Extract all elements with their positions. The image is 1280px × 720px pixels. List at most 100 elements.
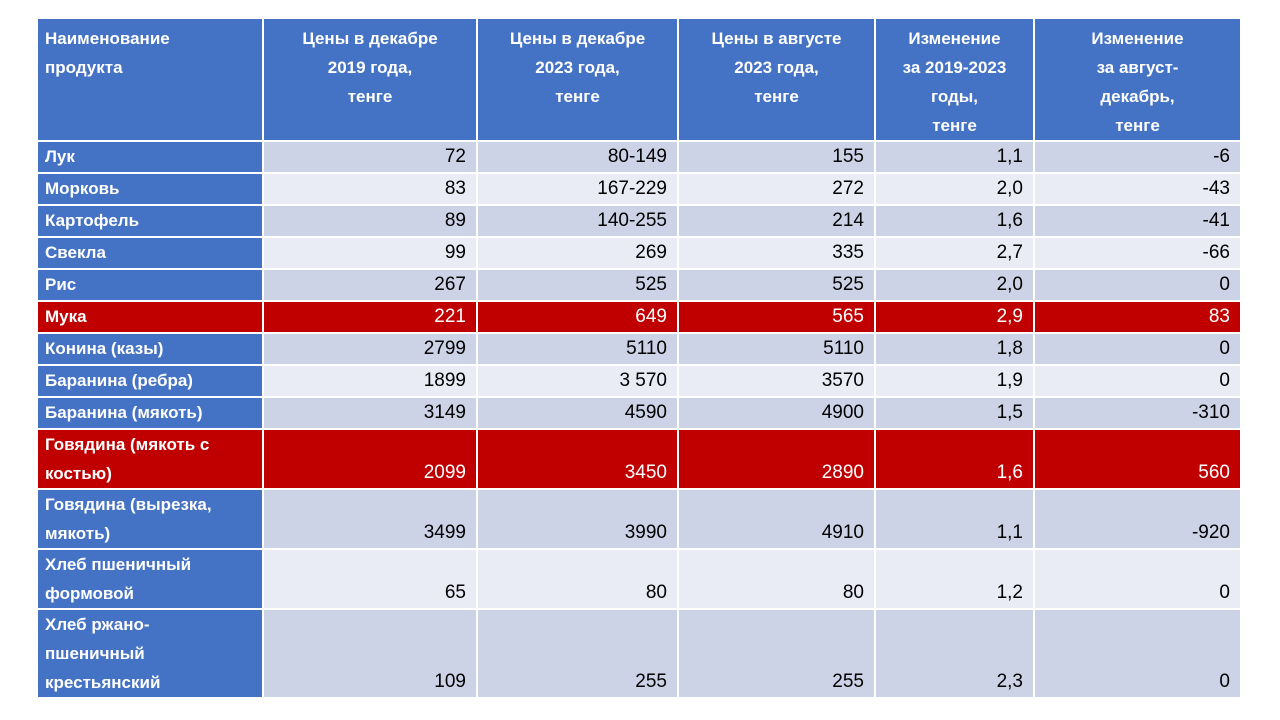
value-cell-aug2023: 255 [677, 608, 876, 699]
table-row: Хлеб пшеничный формовой 65 80 80 1,2 0 [36, 548, 1242, 610]
product-name-cell: Рис [36, 268, 264, 302]
product-name-cell: Говядина (мякоть с костью) [36, 428, 264, 490]
value-cell-dec2023: 525 [476, 268, 679, 302]
value-cell-dec2019: 89 [262, 204, 478, 238]
value-cell-dec2023: 140-255 [476, 204, 679, 238]
value-cell-aug2023: 80 [677, 548, 876, 610]
table-body: Лук 72 80-149 155 1,1 -6 Морковь 83 167-229 272 2,… [36, 140, 1242, 699]
header-cell-dec2019: Цены в декабре 2019 года, тенге [262, 17, 478, 142]
value-cell-aug2023: 2890 [677, 428, 876, 490]
value-cell-chg_aug: -920 [1033, 488, 1242, 550]
table-row: Хлеб ржано-пшеничный крестьянский 109 255 25… [36, 608, 1242, 699]
value-cell-aug2023: 3570 [677, 364, 876, 398]
value-cell-chg_years: 1,6 [874, 428, 1035, 490]
table-row: Лук 72 80-149 155 1,1 -6 [36, 140, 1242, 174]
value-cell-chg_aug: 83 [1033, 300, 1242, 334]
value-cell-chg_years: 1,1 [874, 140, 1035, 174]
value-cell-aug2023: 4910 [677, 488, 876, 550]
value-cell-chg_aug: 0 [1033, 268, 1242, 302]
price-table: Наименование продукта Цены в декабре 2019 г… [36, 17, 1242, 699]
value-cell-chg_years: 1,9 [874, 364, 1035, 398]
table-row: Говядина (вырезка, мякоть) 3499 3990 4910 1,1… [36, 488, 1242, 550]
value-cell-dec2019: 221 [262, 300, 478, 334]
slide: Наименование продукта Цены в декабре 2019 г… [0, 17, 1280, 720]
value-cell-chg_years: 2,7 [874, 236, 1035, 270]
header-row: Наименование продукта Цены в декабре 2019 г… [36, 17, 1242, 142]
value-cell-dec2023: 3 570 [476, 364, 679, 398]
value-cell-chg_aug: -6 [1033, 140, 1242, 174]
table-row: Говядина (мякоть с костью) 2099 3450 2890 1,6… [36, 428, 1242, 490]
value-cell-dec2023: 255 [476, 608, 679, 699]
value-cell-chg_aug: 0 [1033, 332, 1242, 366]
value-cell-dec2019: 2799 [262, 332, 478, 366]
value-cell-aug2023: 272 [677, 172, 876, 206]
product-name-cell: Свекла [36, 236, 264, 270]
value-cell-chg_years: 1,2 [874, 548, 1035, 610]
value-cell-chg_years: 2,0 [874, 268, 1035, 302]
value-cell-chg_years: 2,0 [874, 172, 1035, 206]
product-name-cell: Лук [36, 140, 264, 174]
value-cell-aug2023: 525 [677, 268, 876, 302]
value-cell-dec2023: 167-229 [476, 172, 679, 206]
value-cell-chg_years: 1,6 [874, 204, 1035, 238]
value-cell-chg_years: 2,3 [874, 608, 1035, 699]
product-name-cell: Баранина (мякоть) [36, 396, 264, 430]
value-cell-aug2023: 5110 [677, 332, 876, 366]
value-cell-dec2019: 65 [262, 548, 478, 610]
value-cell-chg_years: 2,9 [874, 300, 1035, 334]
value-cell-chg_aug: 0 [1033, 608, 1242, 699]
product-name-cell: Хлеб ржано-пшеничный крестьянский [36, 608, 264, 699]
header-cell-product: Наименование продукта [36, 17, 264, 142]
value-cell-dec2019: 3499 [262, 488, 478, 550]
value-cell-chg_years: 1,5 [874, 396, 1035, 430]
table-row: Баранина (мякоть) 3149 4590 4900 1,5 -310 [36, 396, 1242, 430]
table-row: Мука 221 649 565 2,9 83 [36, 300, 1242, 334]
product-name-cell: Говядина (вырезка, мякоть) [36, 488, 264, 550]
table-row: Свекла 99 269 335 2,7 -66 [36, 236, 1242, 270]
value-cell-dec2023: 3990 [476, 488, 679, 550]
value-cell-chg_years: 1,1 [874, 488, 1035, 550]
table-row: Картофель 89 140-255 214 1,6 -41 [36, 204, 1242, 238]
header-cell-chg_years: Изменение за 2019-2023 годы, тенге [874, 17, 1035, 142]
value-cell-aug2023: 335 [677, 236, 876, 270]
header-cell-aug2023: Цены в августе 2023 года, тенге [677, 17, 876, 142]
value-cell-chg_aug: -66 [1033, 236, 1242, 270]
value-cell-dec2019: 1899 [262, 364, 478, 398]
value-cell-dec2023: 5110 [476, 332, 679, 366]
header-cell-chg_aug: Изменение за август-декабрь, тенге [1033, 17, 1242, 142]
value-cell-dec2019: 267 [262, 268, 478, 302]
value-cell-chg_years: 1,8 [874, 332, 1035, 366]
value-cell-chg_aug: -310 [1033, 396, 1242, 430]
value-cell-dec2019: 109 [262, 608, 478, 699]
value-cell-dec2019: 2099 [262, 428, 478, 490]
table-header: Наименование продукта Цены в декабре 2019 г… [36, 17, 1242, 142]
product-name-cell: Баранина (ребра) [36, 364, 264, 398]
product-name-cell: Хлеб пшеничный формовой [36, 548, 264, 610]
value-cell-chg_aug: -41 [1033, 204, 1242, 238]
table-row: Конина (казы) 2799 5110 5110 1,8 0 [36, 332, 1242, 366]
value-cell-dec2023: 80 [476, 548, 679, 610]
value-cell-dec2023: 3450 [476, 428, 679, 490]
table-row: Морковь 83 167-229 272 2,0 -43 [36, 172, 1242, 206]
value-cell-aug2023: 4900 [677, 396, 876, 430]
value-cell-chg_aug: 0 [1033, 548, 1242, 610]
header-cell-dec2023: Цены в декабре 2023 года, тенге [476, 17, 679, 142]
value-cell-dec2019: 3149 [262, 396, 478, 430]
value-cell-dec2019: 99 [262, 236, 478, 270]
product-name-cell: Картофель [36, 204, 264, 238]
value-cell-chg_aug: 0 [1033, 364, 1242, 398]
value-cell-chg_aug: 560 [1033, 428, 1242, 490]
value-cell-dec2023: 269 [476, 236, 679, 270]
table-row: Баранина (ребра) 1899 3 570 3570 1,9 0 [36, 364, 1242, 398]
product-name-cell: Мука [36, 300, 264, 334]
value-cell-dec2023: 80-149 [476, 140, 679, 174]
value-cell-dec2019: 72 [262, 140, 478, 174]
value-cell-aug2023: 155 [677, 140, 876, 174]
value-cell-aug2023: 565 [677, 300, 876, 334]
value-cell-dec2023: 4590 [476, 396, 679, 430]
value-cell-dec2023: 649 [476, 300, 679, 334]
product-name-cell: Морковь [36, 172, 264, 206]
value-cell-dec2019: 83 [262, 172, 478, 206]
table-row: Рис 267 525 525 2,0 0 [36, 268, 1242, 302]
product-name-cell: Конина (казы) [36, 332, 264, 366]
